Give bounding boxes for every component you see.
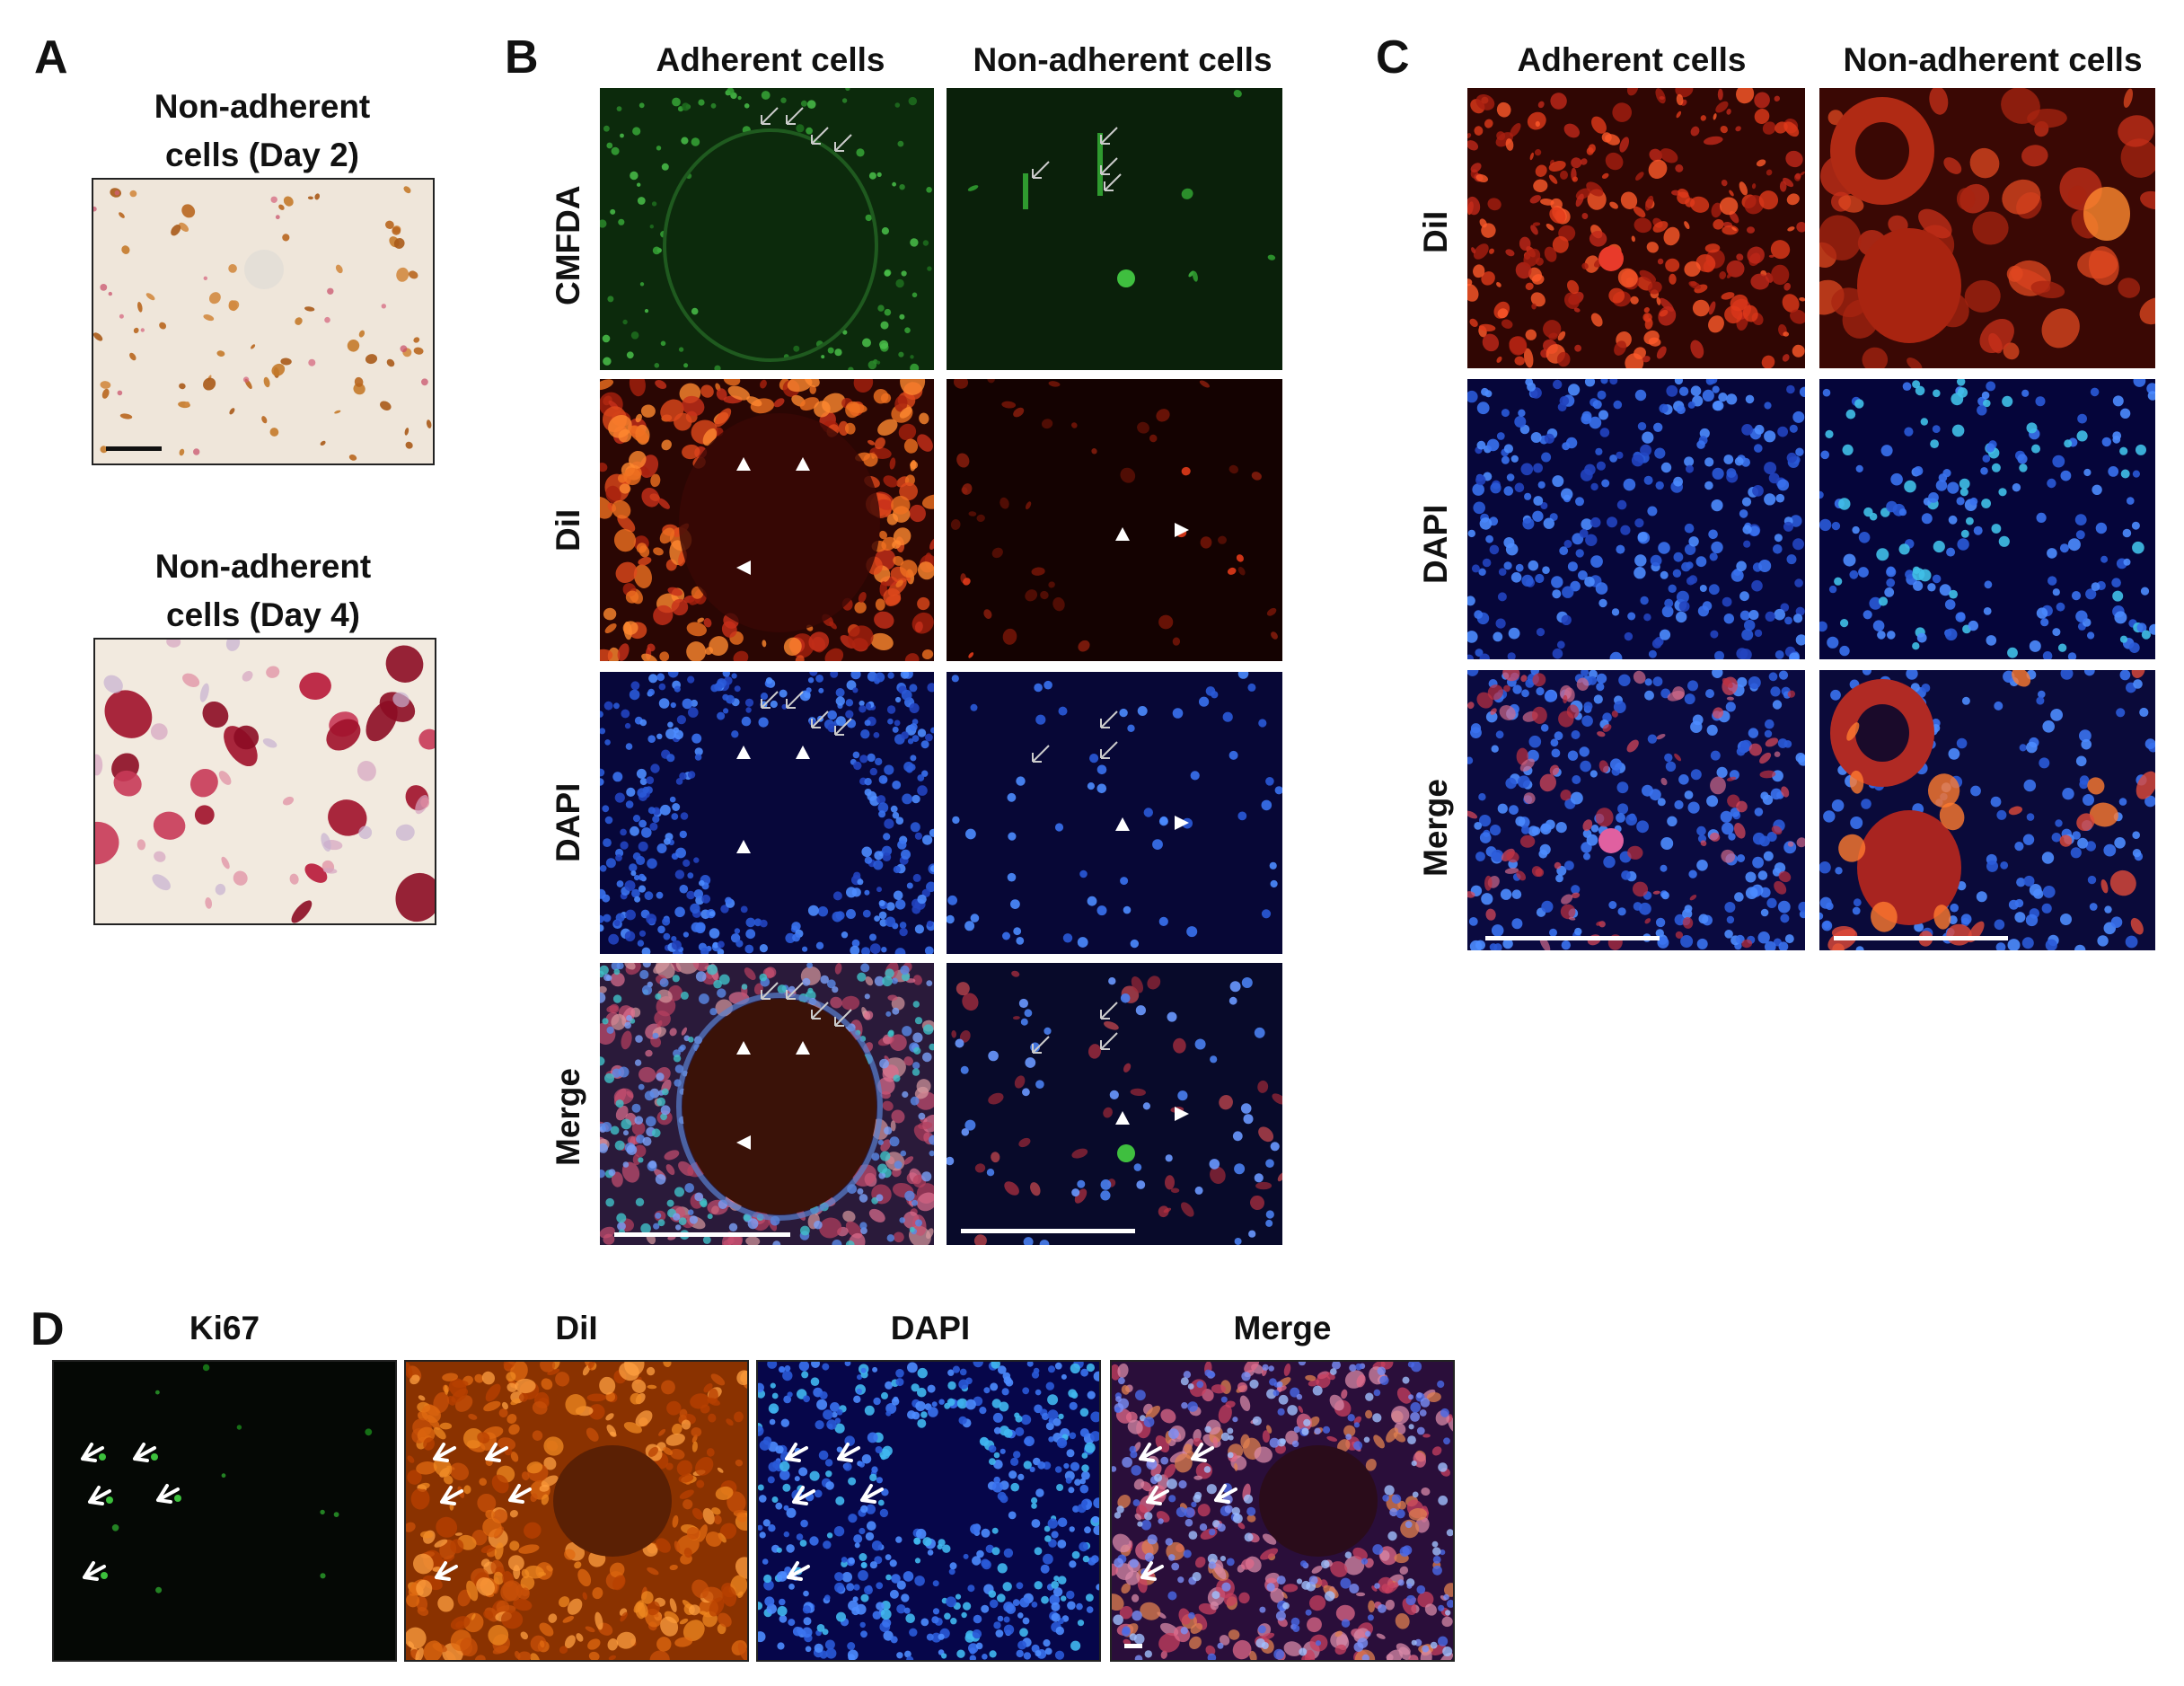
panel-c-dapi-nonadherent (1819, 379, 2155, 659)
panel-d-col-merge: Merge (1233, 1310, 1332, 1346)
panel-c-row-dapi: DAPI (1417, 504, 1454, 584)
panel-b-cmfda-adherent (600, 88, 934, 370)
panel-b-row-cmfda: CMFDA (550, 185, 586, 305)
panel-c-merge-adherent (1467, 670, 1805, 950)
panel-a-img1-title: Non-adherent cells (Day 2) (154, 88, 371, 173)
panel-d-col-ki67: Ki67 (189, 1310, 260, 1346)
panel-d-col-dii: DiI (555, 1310, 598, 1346)
scale-bar (614, 1232, 790, 1237)
panel-d-dii-image (404, 1360, 749, 1662)
panel-c-dii-nonadherent (1819, 88, 2155, 368)
panel-a-day2-image (92, 178, 435, 465)
panel-b-letter: B (505, 31, 539, 84)
panel-b-row-dii: DiI (550, 508, 586, 552)
panel-b-dapi-adherent (600, 672, 934, 954)
scale-bar (1834, 936, 2008, 940)
panel-a-day4-image (93, 638, 436, 925)
panel-c-row-merge: Merge (1417, 779, 1454, 877)
panel-a-letter: A (34, 31, 68, 84)
panel-a-img2-title: Non-adherent cells (Day 4) (154, 548, 372, 633)
panel-c-letter: C (1376, 31, 1410, 84)
scale-bar (1124, 1644, 1142, 1648)
panel-b-dii-nonadherent (947, 379, 1282, 661)
panel-b-row-dapi: DAPI (550, 782, 586, 862)
panel-c-col-adherent: Adherent cells (1517, 41, 1747, 78)
panel-b-dapi-nonadherent (947, 672, 1282, 954)
panel-b-row-merge: Merge (550, 1068, 586, 1166)
panel-b-merge-nonadherent (947, 963, 1282, 1245)
panel-b-merge-adherent (600, 963, 934, 1245)
panel-c-dapi-adherent (1467, 379, 1805, 659)
panel-c-dii-adherent (1467, 88, 1805, 368)
panel-c-merge-nonadherent (1819, 670, 2155, 950)
panel-d-letter: D (31, 1303, 65, 1355)
panel-c-col-nonadherent: Non-adherent cells (1843, 41, 2143, 78)
panel-b-cmfda-nonadherent (947, 88, 1282, 370)
scale-bar (1485, 936, 1660, 940)
panel-c-row-dii: DiI (1417, 210, 1454, 253)
panel-d-dapi-image (756, 1360, 1101, 1662)
panel-b-col-adherent: Adherent cells (656, 41, 885, 78)
scale-bar (961, 1229, 1135, 1233)
panel-b-dii-adherent (600, 379, 934, 661)
scale-bar (106, 446, 162, 451)
panel-d-merge-image (1110, 1360, 1455, 1662)
panel-d-ki67-image (52, 1360, 397, 1662)
panel-b-col-nonadherent: Non-adherent cells (973, 41, 1273, 78)
panel-d-col-dapi: DAPI (890, 1310, 971, 1346)
